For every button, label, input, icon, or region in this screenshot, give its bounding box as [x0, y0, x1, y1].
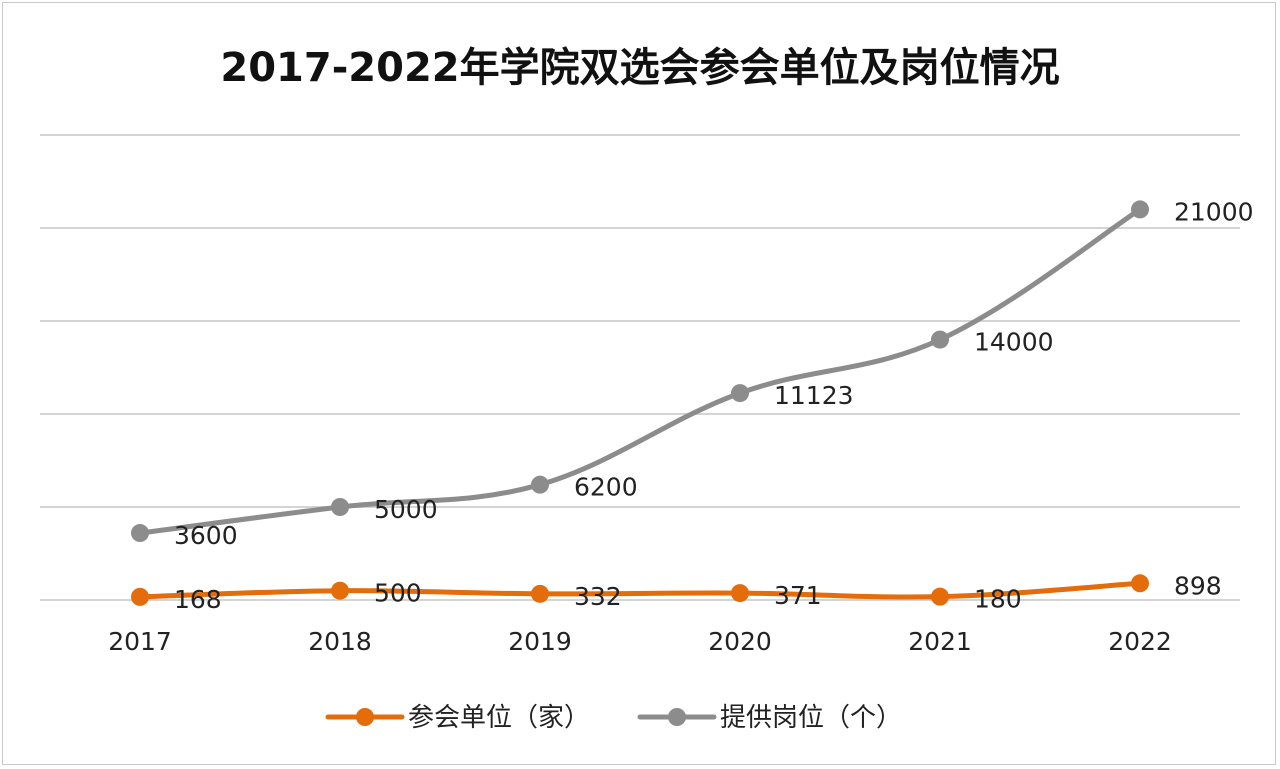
data-point-1-2021	[931, 330, 949, 349]
x-axis: 2017 2018 2019 2020 2021 2022	[108, 627, 1172, 656]
x-tick-label-2022: 2022	[1108, 627, 1172, 656]
data-label-1-2020: 11123	[774, 381, 854, 410]
x-tick-label-2020: 2020	[708, 627, 772, 656]
series-line-0	[137, 580, 1143, 600]
data-point-0-2020	[731, 584, 749, 603]
x-tick-label-2018: 2018	[308, 627, 372, 656]
legend-swatch-marker-1	[668, 708, 686, 726]
legend: 参会单位（家） 提供岗位（个）	[325, 703, 902, 733]
data-point-1-2020	[731, 384, 749, 403]
data-label-0-2021: 180	[974, 585, 1022, 614]
data-point-1-2022	[1131, 200, 1149, 219]
data-label-1-2022: 21000	[1174, 197, 1254, 226]
data-label-0-2017: 168	[174, 585, 222, 614]
data-point-0-2019	[531, 584, 549, 603]
series-line-1	[137, 206, 1143, 536]
data-labels: 3600 5000 6200 11123 14000 21000 168 500 332 371 1…	[174, 197, 1254, 613]
data-label-0-2018: 500	[374, 579, 422, 608]
legend-label-1: 提供岗位（个）	[720, 703, 902, 733]
data-label-0-2022: 898	[1174, 571, 1222, 600]
data-label-0-2019: 332	[574, 582, 622, 611]
chart-title: 2017-2022年学院双选会参会单位及岗位情况	[220, 45, 1060, 91]
data-point-0-2021	[931, 587, 949, 606]
data-point-1-2017	[131, 524, 149, 543]
data-point-0-2022	[1131, 574, 1149, 593]
legend-swatch-marker-0	[356, 708, 374, 726]
data-point-1-2018	[331, 498, 349, 516]
data-point-0-2018	[331, 581, 349, 600]
gridlines	[40, 134, 1240, 601]
series-lines	[131, 200, 1149, 606]
x-tick-label-2019: 2019	[508, 627, 572, 656]
x-tick-label-2021: 2021	[908, 627, 972, 656]
data-label-1-2019: 6200	[574, 473, 638, 502]
data-label-1-2021: 14000	[974, 328, 1054, 357]
x-tick-label-2017: 2017	[108, 627, 172, 656]
data-point-0-2017	[131, 587, 149, 606]
data-label-1-2017: 3600	[174, 521, 238, 550]
legend-label-0: 参会单位（家）	[408, 703, 590, 733]
data-label-1-2018: 5000	[374, 495, 438, 524]
data-label-0-2020: 371	[774, 581, 822, 610]
data-point-1-2019	[531, 475, 549, 494]
